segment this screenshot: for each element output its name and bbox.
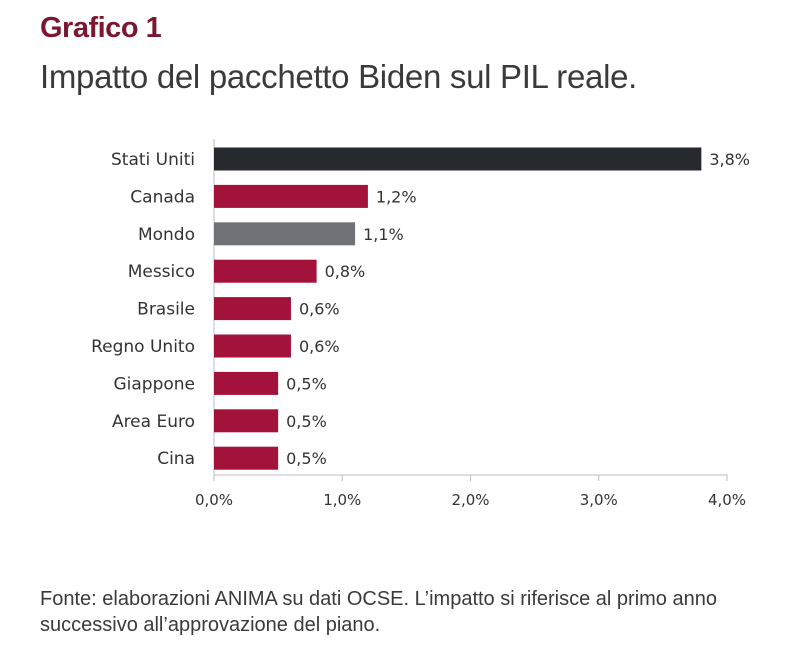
source-note: Fonte: elaborazioni ANIMA su dati OCSE. … — [40, 588, 717, 636]
category-label: Regno Unito — [91, 337, 195, 357]
chart-title: Impatto del pacchetto Biden sul PIL real… — [40, 58, 638, 95]
x-tick-label: 1,0% — [323, 491, 361, 509]
value-label: 3,8% — [709, 150, 750, 169]
category-label: Cina — [157, 449, 195, 469]
value-label: 0,6% — [299, 337, 340, 356]
bar — [214, 297, 291, 321]
value-label: 1,2% — [376, 187, 417, 206]
category-label: Giappone — [113, 374, 195, 394]
category-label: Stati Uniti — [111, 150, 195, 170]
bar — [214, 371, 279, 395]
chart-heading: Grafico 1 — [40, 12, 162, 44]
value-label: 0,8% — [325, 262, 366, 281]
x-tick-label: 4,0% — [708, 491, 746, 509]
x-tick-label: 3,0% — [580, 491, 618, 509]
bar — [214, 147, 702, 171]
category-label: Area Euro — [112, 412, 195, 432]
bar — [214, 259, 317, 283]
bar — [214, 334, 291, 358]
bar — [214, 446, 279, 470]
category-label: Mondo — [138, 225, 195, 245]
category-label: Messico — [128, 262, 195, 282]
value-label: 1,1% — [363, 225, 404, 244]
bar — [214, 222, 356, 246]
x-tick-label: 0,0% — [195, 491, 233, 509]
value-label: 0,6% — [299, 300, 340, 319]
category-label: Canada — [130, 187, 195, 207]
bar — [214, 184, 368, 208]
value-label: 0,5% — [286, 449, 327, 468]
x-tick-label: 2,0% — [451, 491, 489, 509]
category-label: Brasile — [137, 300, 195, 320]
value-label: 0,5% — [286, 412, 327, 431]
value-label: 0,5% — [286, 374, 327, 393]
bar — [214, 409, 279, 433]
